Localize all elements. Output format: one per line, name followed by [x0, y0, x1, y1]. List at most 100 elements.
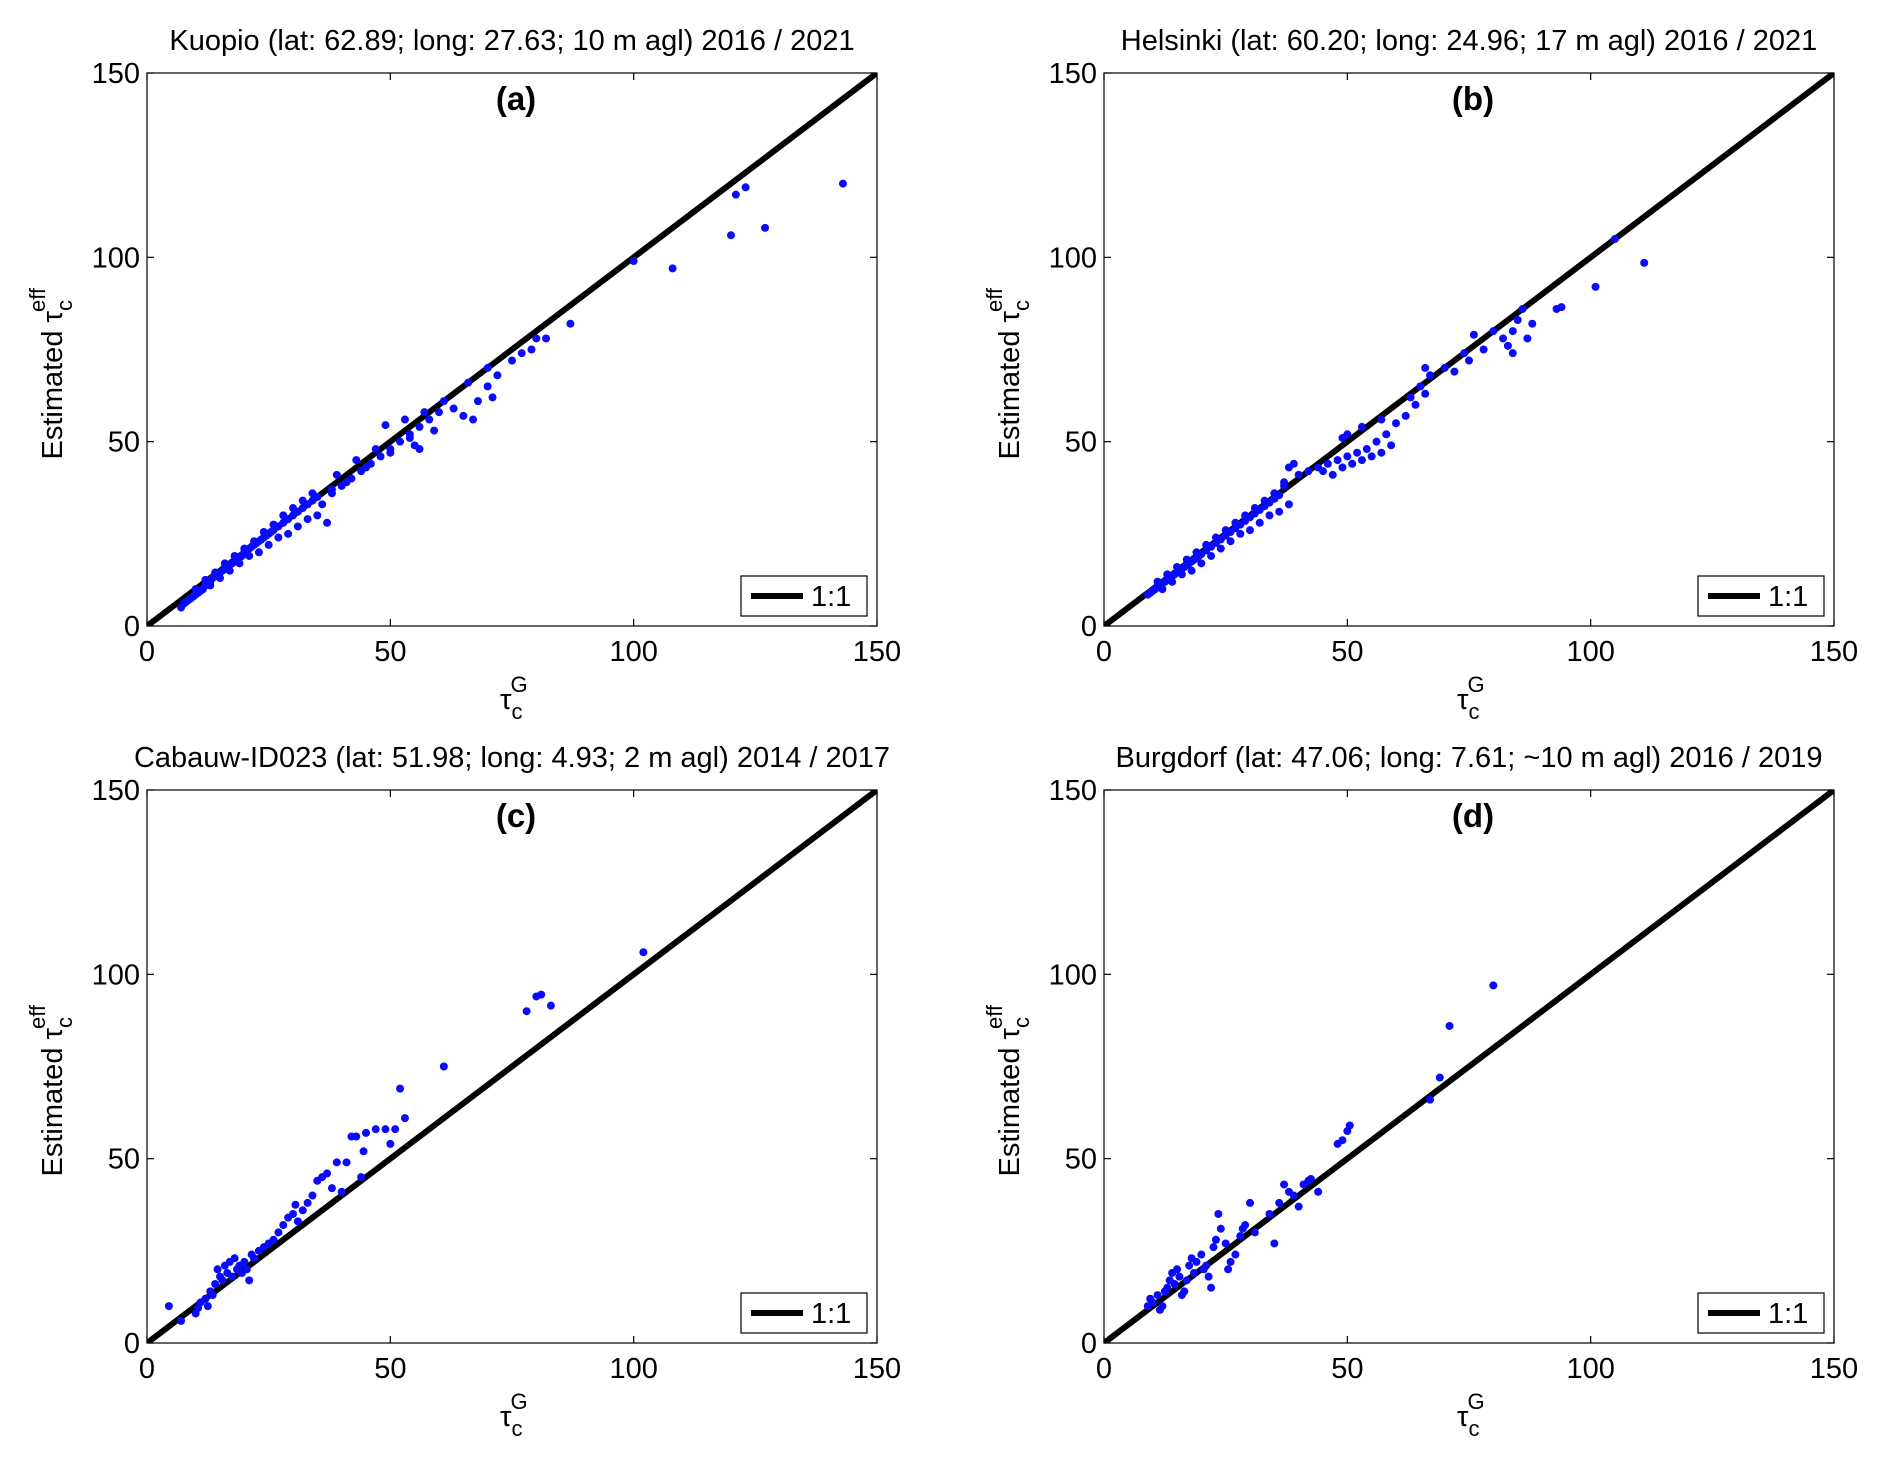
data-point — [352, 456, 361, 465]
data-point — [308, 489, 317, 498]
x-axis-label: τcG — [1457, 1389, 1485, 1441]
data-point — [1406, 393, 1415, 402]
data-point — [284, 529, 293, 538]
data-point — [1236, 529, 1245, 538]
y-label-sub: c — [52, 1017, 77, 1028]
data-point — [264, 540, 273, 549]
data-point — [1508, 349, 1517, 358]
y-label-sup: eff — [982, 287, 1007, 312]
data-point — [464, 378, 473, 387]
data-point — [405, 433, 414, 442]
data-point — [218, 1276, 227, 1285]
data-point — [1241, 511, 1250, 520]
data-point — [269, 520, 278, 529]
data-point — [371, 445, 380, 454]
y-tick-label: 50 — [1065, 427, 1097, 459]
data-point — [1175, 1272, 1184, 1281]
x-label-sub: c — [511, 699, 522, 724]
x-tick-label: 50 — [1331, 1353, 1363, 1385]
axes-frame — [1103, 789, 1835, 1344]
data-point — [1202, 1261, 1211, 1270]
data-point — [342, 478, 351, 487]
y-label-main: Estimated τ — [994, 1028, 1026, 1177]
y-axis-label: Estimated τceff — [25, 287, 77, 459]
legend-label: 1:1 — [1768, 581, 1808, 613]
data-point — [1221, 526, 1230, 535]
data-point — [761, 223, 770, 232]
data-point — [1158, 1302, 1167, 1311]
data-point — [201, 575, 210, 584]
data-point — [259, 527, 268, 536]
chart-title: Burgdorf (lat: 47.06; long: 7.61; ~10 m … — [1116, 742, 1823, 774]
data-point — [1250, 504, 1259, 513]
data-point — [469, 415, 478, 424]
data-point — [1197, 1250, 1206, 1259]
data-point — [318, 500, 327, 509]
legend-label: 1:1 — [811, 581, 851, 613]
data-point — [362, 463, 370, 472]
y-axis-label: Estimated τceff — [25, 1004, 77, 1176]
data-point — [459, 411, 468, 420]
x-tick-label: 0 — [1096, 1353, 1112, 1385]
y-tick-label: 100 — [92, 242, 140, 274]
data-point — [1280, 478, 1289, 487]
plot-area — [147, 790, 877, 1343]
y-label-sup: eff — [25, 1004, 50, 1029]
data-point — [522, 1007, 531, 1016]
y-tick-label: 0 — [124, 611, 140, 643]
y-label-sup: eff — [25, 287, 50, 312]
data-point — [1426, 1095, 1435, 1104]
data-point — [1275, 507, 1284, 516]
data-point — [298, 1206, 307, 1215]
legend-label: 1:1 — [1768, 1298, 1808, 1330]
y-label-main: Estimated τ — [37, 311, 69, 460]
data-point — [1182, 1276, 1191, 1285]
data-point — [1216, 1224, 1225, 1233]
data-point — [1304, 467, 1313, 476]
data-point — [537, 990, 546, 999]
data-point — [177, 1316, 186, 1325]
data-point — [245, 551, 254, 560]
y-label-main: Estimated τ — [37, 1028, 69, 1177]
data-point — [391, 1125, 400, 1134]
panel-label: (d) — [1452, 797, 1494, 834]
data-point — [293, 522, 302, 531]
panel-b: Helsinki (lat: 60.20; long: 24.96; 17 m … — [982, 25, 1858, 724]
data-point — [1226, 1257, 1235, 1266]
data-point — [1197, 559, 1206, 568]
data-point — [1226, 537, 1235, 546]
data-point — [1231, 1250, 1240, 1259]
x-tick-label: 150 — [1810, 1353, 1858, 1385]
data-point — [1190, 1268, 1199, 1277]
y-label-sub: c — [52, 300, 77, 311]
data-point — [1528, 319, 1537, 328]
data-point — [1460, 349, 1469, 358]
data-point — [439, 397, 448, 406]
data-point — [359, 1147, 368, 1156]
data-point — [1216, 544, 1225, 553]
data-point — [1148, 1298, 1157, 1307]
data-point — [1204, 1272, 1213, 1281]
data-point — [396, 437, 405, 446]
one-to-one-line — [1104, 790, 1834, 1343]
panel-d: Burgdorf (lat: 47.06; long: 7.61; ~10 m … — [982, 742, 1858, 1441]
x-label-sup: G — [1467, 1389, 1484, 1414]
data-point — [235, 559, 244, 568]
data-point — [1489, 327, 1498, 336]
data-point — [1411, 400, 1420, 409]
data-point — [508, 356, 516, 365]
data-point — [352, 1132, 361, 1141]
x-label-main: τ — [1457, 684, 1469, 716]
data-point — [1265, 511, 1274, 520]
data-point — [731, 190, 740, 199]
x-axis-label: τcG — [500, 672, 528, 724]
data-point — [220, 559, 229, 568]
data-point — [449, 404, 458, 413]
data-point — [293, 1217, 302, 1226]
data-point — [1214, 1209, 1223, 1218]
data-point — [415, 422, 424, 431]
data-point — [1246, 526, 1254, 535]
y-axis-label-group: Estimated τceff — [25, 1004, 77, 1176]
data-point — [228, 1272, 237, 1281]
